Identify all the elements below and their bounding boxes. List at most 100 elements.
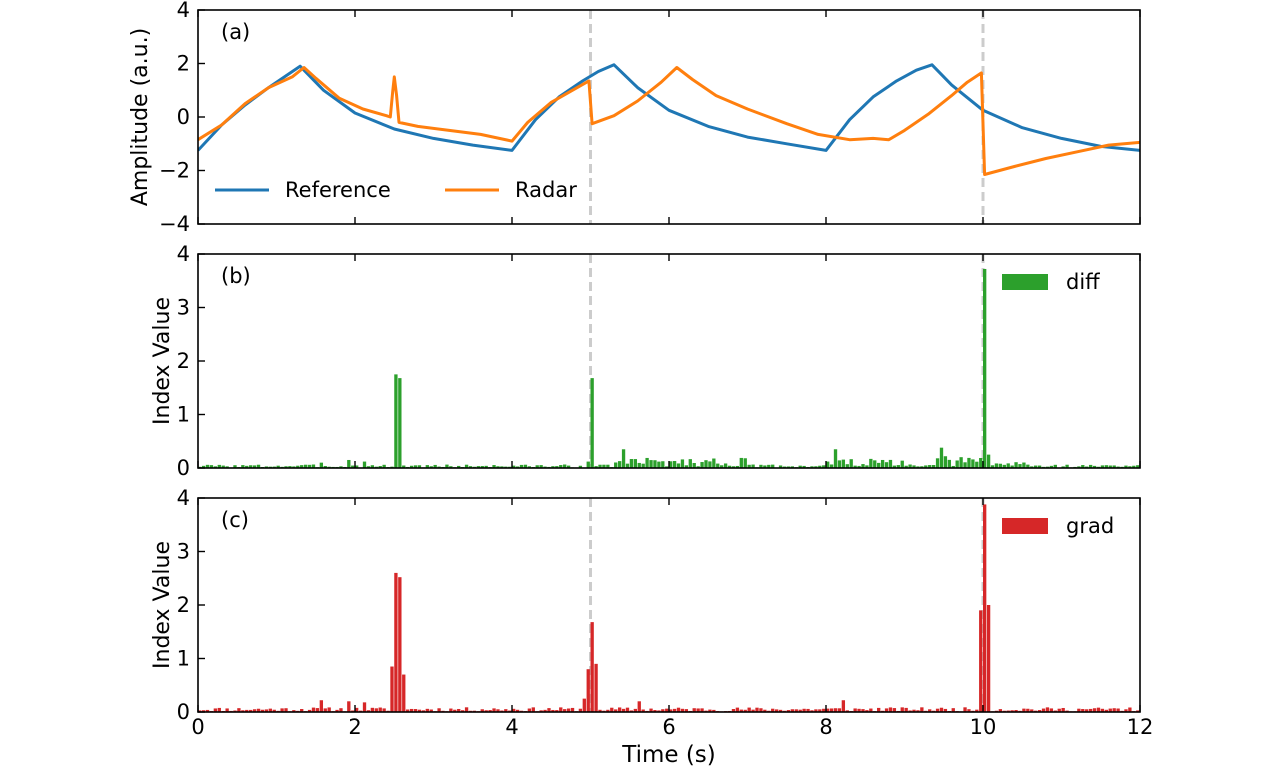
bar	[586, 669, 590, 712]
bar	[559, 465, 563, 468]
bar	[853, 708, 857, 712]
bar	[967, 457, 971, 468]
bar	[908, 464, 912, 468]
bar	[610, 707, 614, 712]
bar	[672, 708, 677, 712]
bar	[747, 464, 751, 468]
bar	[641, 709, 645, 712]
bar	[406, 709, 410, 712]
bar	[739, 457, 743, 468]
bar	[327, 707, 331, 712]
bar	[402, 465, 406, 468]
bar	[1061, 707, 1065, 712]
bar	[653, 460, 657, 468]
bar	[637, 462, 641, 468]
bar	[920, 707, 924, 712]
bar	[641, 463, 645, 468]
bar	[523, 464, 528, 468]
y-tick-label: 0	[177, 700, 190, 724]
bar	[771, 464, 775, 468]
bar	[998, 709, 1003, 712]
bar	[390, 666, 394, 712]
bar	[566, 708, 571, 712]
bar	[943, 708, 948, 712]
bar	[205, 709, 210, 712]
bar	[943, 456, 948, 468]
bar	[700, 462, 704, 468]
bar	[979, 610, 983, 712]
bar	[826, 461, 830, 468]
bar	[252, 709, 257, 712]
series-line-reference	[198, 63, 1140, 152]
bar	[284, 708, 288, 712]
bar	[559, 707, 563, 712]
bar	[296, 465, 300, 468]
bar	[621, 708, 626, 712]
bar	[315, 708, 320, 712]
bar	[1049, 465, 1054, 468]
bar	[1108, 708, 1112, 712]
bar	[1049, 708, 1054, 712]
bar	[464, 464, 469, 468]
bar	[1100, 465, 1105, 468]
bar	[963, 462, 967, 468]
bar	[837, 460, 842, 468]
bar	[268, 708, 272, 712]
bar	[928, 709, 932, 712]
x-axis-label: Time (s)	[621, 742, 716, 768]
bar	[555, 466, 559, 468]
bar	[555, 710, 559, 712]
bar	[539, 710, 543, 712]
bar	[582, 698, 586, 712]
bar	[292, 710, 296, 712]
bar	[625, 463, 630, 468]
bar	[370, 707, 375, 712]
bar	[983, 268, 987, 468]
legend-label-diff: diff	[1066, 270, 1100, 294]
bar	[669, 461, 673, 468]
bar	[716, 463, 720, 468]
bar	[1081, 465, 1085, 468]
bar	[351, 465, 355, 468]
bar	[201, 465, 206, 468]
axes-frame	[197, 497, 1141, 713]
bar	[904, 465, 908, 468]
bar	[1112, 708, 1116, 712]
bar	[778, 465, 783, 468]
bar	[735, 465, 740, 468]
bar	[217, 464, 221, 468]
bar	[649, 460, 653, 468]
bar	[751, 464, 755, 468]
bar	[653, 710, 657, 712]
bar	[1026, 708, 1030, 712]
bar	[802, 465, 806, 468]
bar	[594, 663, 598, 712]
bar	[798, 709, 802, 712]
bar	[743, 458, 747, 468]
bar	[445, 464, 449, 468]
bar	[260, 709, 265, 712]
y-tick-label: −2	[159, 159, 190, 183]
bar	[1100, 708, 1105, 712]
bar	[578, 465, 583, 468]
bar	[347, 701, 351, 712]
bar	[249, 465, 253, 468]
bar	[606, 464, 610, 468]
plot-area	[198, 254, 1140, 468]
bar	[680, 459, 685, 468]
bar	[822, 465, 826, 468]
bar	[323, 708, 327, 712]
bar	[237, 708, 241, 712]
bar	[394, 572, 398, 712]
bar	[865, 710, 869, 712]
bar	[496, 709, 500, 712]
legend-label-grad: grad	[1066, 514, 1114, 538]
bar	[614, 709, 618, 712]
bar	[468, 466, 473, 468]
y-axis-label: Index Value	[150, 541, 175, 669]
x-tick-label: 0	[191, 715, 204, 739]
bar	[213, 708, 218, 712]
bar	[900, 707, 904, 712]
bar	[837, 708, 842, 712]
